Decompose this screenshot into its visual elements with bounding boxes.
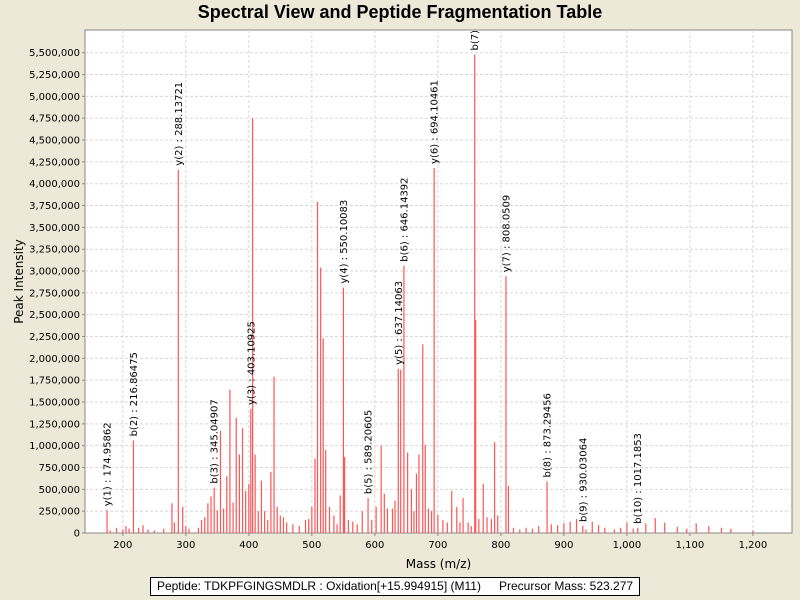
y-tick-label: 0 (74, 529, 80, 540)
peak-annotation: b(6) : 646.14392 (399, 177, 410, 261)
peak-annotation: b(7) (470, 30, 481, 51)
y-tick-label: 250,000 (39, 507, 80, 518)
peak-annotation: b(10) : 1017.1853 (633, 433, 644, 524)
y-tick-label: 2,250,000 (29, 332, 80, 343)
axes: 0 250,000 500,000 750,000 1,000,000 1,250,000… (29, 48, 767, 551)
precursor-mass-label: Precursor Mass: 523.277 (498, 579, 634, 593)
y-tick-label: 2,750,000 (29, 288, 80, 299)
peak-annotation: b(5) : 589.20605 (364, 410, 375, 494)
x-tick-label: 300 (176, 540, 195, 551)
x-tick-label: 400 (239, 540, 258, 551)
annotations: y(1) : 174.95862 b(2) : 216.86475 y(2) : 2… (103, 30, 645, 524)
y-tick-label: 3,500,000 (29, 223, 80, 234)
plot-area (84, 29, 793, 534)
y-tick-label: 5,250,000 (29, 70, 80, 81)
x-tick-label: 500 (302, 540, 321, 551)
y-tick-label: 4,500,000 (29, 136, 80, 147)
peak-annotation: y(4) : 550.10083 (339, 200, 350, 284)
y-tick-label: 1,500,000 (29, 398, 80, 409)
grid (85, 30, 792, 533)
peptide-info-box: Peptide: TDKPFGINGSMDLR : Oxidation[+15.… (150, 577, 640, 596)
y-tick-label: 1,250,000 (29, 419, 80, 430)
x-tick-label: 900 (554, 540, 573, 551)
y-tick-label: 1,000,000 (29, 441, 80, 452)
peak-annotation: b(8) : 873.29456 (543, 393, 554, 477)
peak-annotation: b(2) : 216.86475 (129, 352, 140, 436)
y-tick-label: 3,250,000 (29, 245, 80, 256)
peak-annotation: y(3) : 403.10925 (246, 321, 257, 405)
x-tick-label: 600 (365, 540, 384, 551)
y-tick-label: 1,750,000 (29, 376, 80, 387)
y-axis-label: Peak Intensity (12, 239, 26, 324)
peaks (106, 54, 754, 533)
peak-annotation: y(2) : 288.13721 (174, 82, 185, 166)
y-tick-label: 4,000,000 (29, 179, 80, 190)
peak-annotation: y(7) : 808.0509 (501, 195, 512, 273)
y-tick-label: 2,000,000 (29, 354, 80, 365)
peak-annotation: y(6) : 694.10461 (430, 80, 441, 164)
y-tick-label: 5,000,000 (29, 92, 80, 103)
y-tick-label: 2,500,000 (29, 310, 80, 321)
y-tick-label: 5,500,000 (29, 48, 80, 59)
y-tick-label: 750,000 (39, 463, 80, 474)
y-tick-label: 4,250,000 (29, 157, 80, 168)
x-tick-label: 1,000 (613, 540, 642, 551)
x-tick-label: 1,100 (676, 540, 705, 551)
peptide-label: Peptide: TDKPFGINGSMDLR : Oxidation[+15.… (156, 579, 481, 593)
x-tick-label: 800 (491, 540, 510, 551)
y-tick-label: 4,750,000 (29, 114, 80, 125)
x-tick-label: 1,200 (739, 540, 768, 551)
peak-annotation: y(5) : 637.14063 (394, 281, 405, 365)
peak-annotation: b(3) : 345.04907 (210, 399, 221, 483)
y-tick-label: 500,000 (39, 485, 80, 496)
y-tick-label: 3,750,000 (29, 201, 80, 212)
y-tick-label: 3,000,000 (29, 267, 80, 278)
x-tick-label: 700 (428, 540, 447, 551)
x-tick-label: 200 (113, 540, 132, 551)
x-axis-label: Mass (m/z) (406, 557, 471, 571)
chart-title: Spectral View and Peptide Fragmentation … (197, 2, 603, 22)
peak-annotation: b(9) : 930.03064 (578, 438, 589, 522)
peak-annotation: y(1) : 174.95862 (103, 422, 114, 506)
